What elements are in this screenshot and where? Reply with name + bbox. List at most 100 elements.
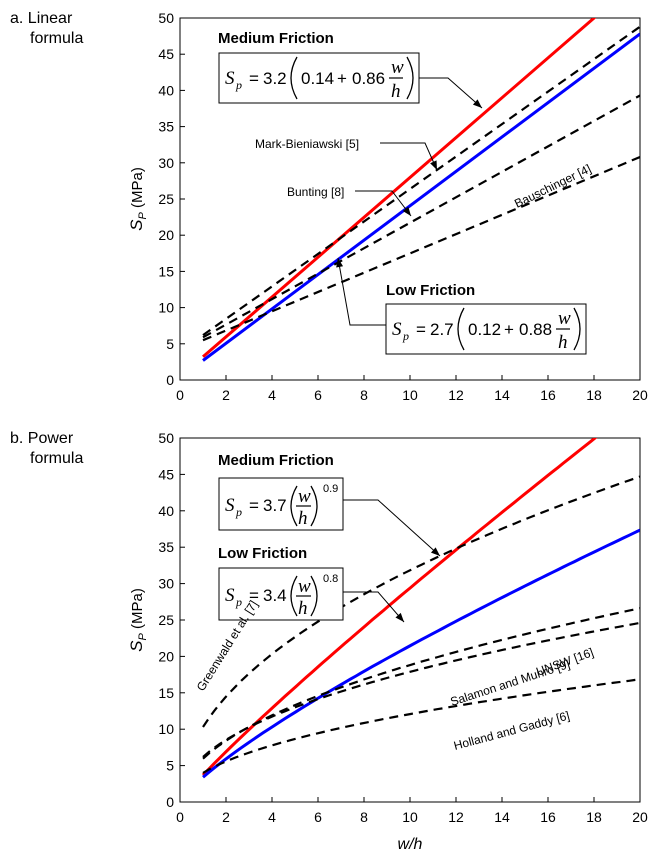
eq-symbol-s: S	[225, 585, 235, 606]
eq-exponent: 0.8	[323, 573, 338, 585]
y-tick-label: 0	[166, 372, 174, 388]
series-line-medium-friction	[201, 438, 598, 777]
series-line-low-friction	[202, 528, 640, 779]
y-axis-label: SP (MPa)	[127, 167, 149, 231]
y-tick-label: 45	[158, 46, 174, 62]
arrow-head	[472, 99, 482, 108]
leader-mark-bieniawski	[380, 142, 438, 171]
series-line-holland-and-gaddy-6	[202, 678, 640, 774]
leader-low-friction	[343, 591, 405, 623]
eq-coefficient: 3.2	[263, 69, 287, 88]
leader-medium-friction	[419, 77, 483, 109]
low-friction-title: Low Friction	[218, 545, 307, 562]
x-tick-label: 14	[494, 387, 510, 403]
low-friction-title: Low Friction	[386, 282, 475, 299]
eq-w: w	[298, 576, 311, 597]
series-line-low-friction	[202, 32, 640, 362]
x-tick-label: 14	[494, 809, 510, 825]
eq-h: h	[298, 598, 308, 619]
panel-label: b. Power	[10, 430, 74, 447]
x-tick-label: 16	[540, 809, 556, 825]
series-line-medium-friction	[202, 18, 597, 358]
x-tick-label: 20	[632, 809, 648, 825]
arrow-head	[402, 206, 411, 216]
y-tick-label: 15	[158, 263, 174, 279]
y-axis-label: SP (MPa)	[127, 588, 149, 652]
panel-label-line2: formula	[30, 30, 83, 47]
x-tick-label: 12	[448, 809, 464, 825]
x-tick-label: 18	[586, 809, 602, 825]
y-tick-label: 15	[158, 685, 174, 701]
x-tick-label: 2	[222, 387, 230, 403]
x-tick-label: 2	[222, 809, 230, 825]
eq-symbol-p: p	[402, 329, 409, 343]
eq-slope: 0.88	[519, 320, 552, 339]
x-tick-label: 0	[176, 809, 184, 825]
arrow-head	[430, 547, 440, 556]
eq-symbol-s: S	[225, 495, 235, 516]
arrow-head	[395, 612, 404, 622]
eq-equals: =	[249, 586, 259, 605]
eq-equals: =	[249, 69, 259, 88]
label-mark-bieniawski: Mark-Bieniawski [5]	[255, 137, 359, 151]
eq-right-paren	[310, 575, 318, 617]
arrow-head	[430, 160, 437, 170]
eq-h: h	[298, 508, 308, 529]
panel-label-line2: formula	[30, 450, 83, 467]
series-line-greenwald-et-al-7	[202, 475, 640, 728]
y-tick-label: 10	[158, 300, 174, 316]
x-tick-label: 10	[402, 809, 418, 825]
y-tick-label: 30	[158, 155, 174, 171]
x-tick-label: 20	[632, 387, 648, 403]
y-tick-label: 25	[158, 612, 174, 628]
eq-symbol-s: S	[392, 319, 402, 340]
label-bunting: Bunting [8]	[287, 185, 344, 199]
x-tick-label: 4	[268, 809, 276, 825]
x-tick-label: 10	[402, 387, 418, 403]
eq-plus: +	[504, 320, 514, 339]
eq-coefficient: 3.7	[263, 496, 287, 515]
leader-medium-friction	[343, 499, 441, 557]
eq-symbol-p: p	[235, 505, 242, 519]
leader-bunting	[355, 190, 412, 217]
series-line-salamon-and-munro-9	[202, 621, 640, 758]
eq-exponent: 0.9	[323, 483, 338, 495]
y-tick-label: 10	[158, 721, 174, 737]
x-tick-label: 12	[448, 387, 464, 403]
eq-intercept: 0.14	[301, 69, 334, 88]
eq-left-paren	[290, 575, 298, 617]
eq-h: h	[391, 81, 401, 102]
eq-coefficient: 2.7	[430, 320, 454, 339]
y-tick-label: 40	[158, 82, 174, 98]
eq-left-paren	[457, 307, 465, 351]
eq-equals: =	[249, 496, 259, 515]
eq-coefficient: 3.4	[263, 586, 287, 605]
eq-left-paren	[290, 485, 298, 527]
y-tick-label: 20	[158, 227, 174, 243]
x-tick-label: 6	[314, 809, 322, 825]
series-line-bauschinger-4	[202, 155, 640, 342]
eq-w: w	[558, 308, 571, 329]
eq-right-paren	[573, 307, 581, 351]
eq-right-paren	[406, 56, 414, 100]
equation-frame	[218, 52, 420, 104]
panel-label: a. Linear	[10, 10, 73, 27]
y-tick-label: 0	[166, 794, 174, 810]
x-tick-label: 8	[360, 809, 368, 825]
x-tick-label: 0	[176, 387, 184, 403]
y-tick-label: 30	[158, 576, 174, 592]
leader-low-friction	[337, 257, 386, 326]
y-tick-label: 20	[158, 648, 174, 664]
y-tick-label: 50	[158, 10, 174, 26]
chart-panel-b: b. Power formula 0 2 4 6 8 10 12 14 16 18 20 0 5 10 15 20…	[10, 430, 648, 853]
label-holland-gaddy: Holland and Gaddy [6]	[452, 708, 571, 752]
equation-frame	[385, 303, 587, 355]
y-tick-label: 5	[166, 336, 174, 352]
series-line-bunting-8	[202, 94, 640, 339]
y-tick-label: 5	[166, 758, 174, 774]
medium-friction-title: Medium Friction	[218, 30, 334, 47]
y-tick-label: 50	[158, 430, 174, 446]
